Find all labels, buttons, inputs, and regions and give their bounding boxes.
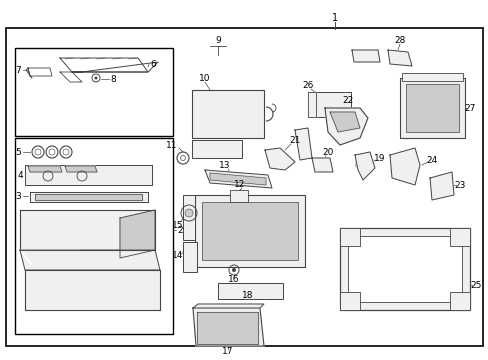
Polygon shape [325, 108, 367, 145]
Text: 23: 23 [453, 180, 465, 189]
Bar [202, 202, 297, 260]
Polygon shape [209, 173, 265, 185]
Polygon shape [35, 194, 142, 200]
Text: 25: 25 [469, 280, 481, 289]
Bar [6, 28, 482, 346]
Bar [192, 140, 242, 158]
Polygon shape [354, 152, 374, 180]
Circle shape [231, 268, 236, 272]
Text: 14: 14 [172, 252, 183, 261]
Bar [399, 78, 464, 138]
Polygon shape [193, 304, 264, 308]
Polygon shape [28, 166, 62, 172]
Text: 22: 22 [342, 95, 353, 104]
Polygon shape [389, 148, 419, 185]
Text: 20: 20 [322, 148, 333, 157]
Polygon shape [311, 158, 332, 172]
Text: 4: 4 [17, 171, 23, 180]
Text: 12: 12 [234, 180, 245, 189]
Bar [339, 292, 359, 310]
Text: 24: 24 [426, 156, 437, 165]
Bar [405, 84, 458, 132]
Polygon shape [264, 148, 294, 170]
Polygon shape [20, 210, 155, 250]
Text: 5: 5 [15, 148, 21, 157]
Polygon shape [72, 62, 158, 72]
Polygon shape [197, 312, 258, 344]
Polygon shape [60, 58, 148, 72]
Text: 17: 17 [222, 347, 233, 356]
Bar [449, 292, 469, 310]
Text: 2: 2 [177, 225, 183, 234]
Text: 11: 11 [166, 140, 177, 149]
Polygon shape [294, 128, 311, 160]
Polygon shape [204, 170, 271, 188]
Text: 8: 8 [110, 75, 116, 84]
Text: 3: 3 [15, 192, 21, 201]
Text: 18: 18 [242, 291, 253, 300]
Polygon shape [429, 172, 453, 200]
Bar [401, 73, 462, 81]
Bar [449, 228, 469, 246]
Bar [229, 190, 247, 202]
Polygon shape [26, 68, 32, 78]
Bar [195, 195, 305, 267]
Text: 1: 1 [331, 13, 337, 23]
Polygon shape [307, 92, 315, 117]
Polygon shape [30, 192, 148, 202]
Polygon shape [20, 250, 160, 270]
Text: 27: 27 [464, 104, 475, 113]
Text: 6: 6 [150, 59, 156, 68]
Polygon shape [329, 112, 359, 132]
Bar [183, 195, 195, 240]
Text: 19: 19 [373, 153, 385, 162]
Text: 13: 13 [219, 161, 230, 170]
Text: 28: 28 [393, 36, 405, 45]
Polygon shape [65, 166, 97, 172]
Text: 15: 15 [172, 220, 183, 230]
Polygon shape [351, 50, 379, 62]
Bar [218, 283, 283, 299]
Bar [339, 228, 469, 310]
Polygon shape [25, 165, 152, 185]
Bar [15, 48, 173, 136]
Text: 10: 10 [199, 73, 210, 82]
Circle shape [184, 209, 193, 217]
Polygon shape [20, 250, 80, 265]
Text: 7: 7 [15, 66, 21, 75]
Polygon shape [193, 308, 264, 346]
Polygon shape [25, 270, 160, 310]
Bar [347, 236, 461, 302]
Bar [192, 90, 264, 138]
Circle shape [94, 77, 97, 80]
Text: 26: 26 [302, 81, 313, 90]
Polygon shape [387, 50, 411, 66]
Bar [15, 138, 173, 334]
Bar [339, 228, 359, 246]
Text: 16: 16 [228, 275, 239, 284]
Polygon shape [60, 72, 82, 82]
Polygon shape [120, 210, 155, 258]
Polygon shape [28, 68, 52, 76]
Text: 9: 9 [215, 36, 221, 45]
Bar [315, 92, 350, 117]
Text: 21: 21 [289, 135, 300, 144]
Bar [183, 242, 197, 272]
